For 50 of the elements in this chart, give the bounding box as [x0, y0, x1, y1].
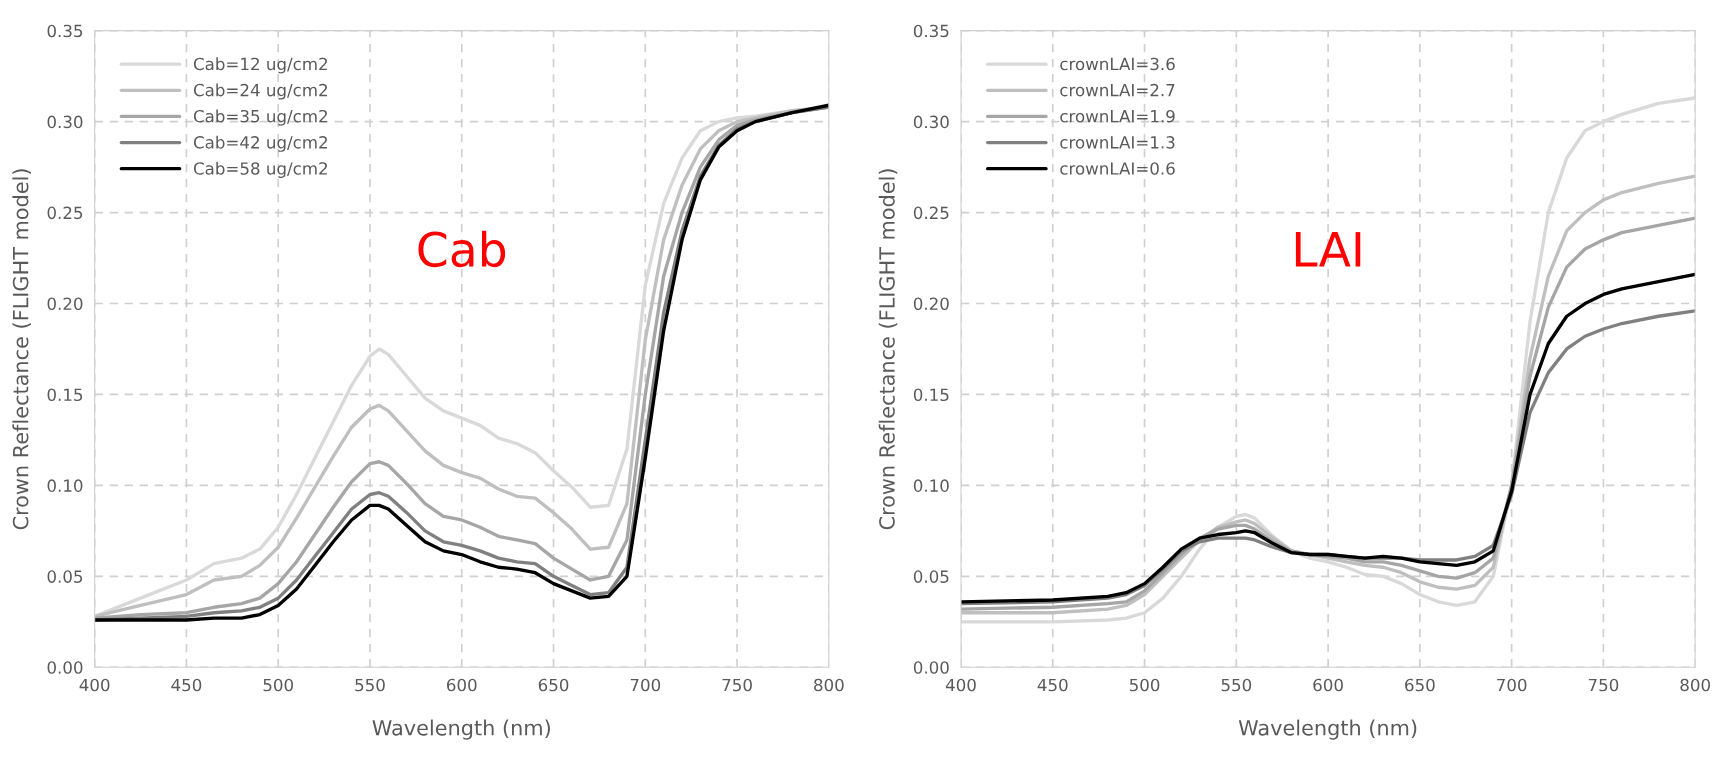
legend-label: crownLAI=1.9: [1060, 109, 1175, 123]
y-tick-label: 0.10: [913, 479, 949, 492]
x-tick-label: 600: [447, 678, 477, 692]
y-tick-label: 0.30: [47, 115, 83, 129]
x-tick-label: 700: [1497, 678, 1527, 692]
x-tick-label: 650: [538, 678, 569, 692]
x-tick-label: 600: [1313, 678, 1343, 692]
x-tick-label: 800: [814, 678, 844, 692]
x-tick-label: 750: [1588, 678, 1619, 692]
legend-label: crownLAI=3.6: [1060, 57, 1175, 71]
y-tick-label: 0.00: [913, 661, 949, 674]
y-tick-label: 0.05: [47, 570, 83, 583]
legend-label: crownLAI=0.6: [1060, 162, 1175, 175]
annotation: LAI: [1295, 232, 1361, 267]
x-tick-label: 650: [1405, 678, 1435, 692]
y-tick-label: 0.05: [913, 570, 949, 583]
x-tick-label: 700: [630, 678, 661, 692]
legend-label: Cab=58 ug/cm2: [193, 161, 327, 178]
x-tick-label: 750: [722, 678, 752, 692]
x-tick-label: 550: [355, 678, 385, 692]
y-tick-label: 0.35: [47, 24, 83, 38]
y-tick-label: 0.10: [47, 479, 83, 492]
legend-label: Cab=35 ug/cm2: [193, 109, 327, 126]
x-axis-title: Wavelength (nm): [1238, 719, 1417, 740]
x-axis-title: Wavelength (nm): [372, 719, 550, 740]
x-tick-label: 400: [945, 678, 976, 692]
legend-label: crownLAI=2.7: [1060, 83, 1175, 97]
x-tick-label: 450: [171, 678, 202, 692]
y-tick-label: 0.35: [913, 24, 949, 38]
x-tick-label: 450: [1037, 678, 1068, 692]
y-axis-title: Crown Reflectance (FLIGHT model): [12, 169, 31, 530]
y-tick-label: 0.15: [47, 388, 83, 402]
x-tick-label: 500: [263, 678, 293, 692]
x-tick-label: 550: [1221, 678, 1252, 692]
legend-label: Cab=12 ug/cm2: [193, 57, 327, 74]
y-tick-label: 0.25: [913, 206, 949, 220]
x-tick-label: 400: [79, 678, 110, 692]
y-tick-label: 0.00: [47, 661, 83, 674]
y-axis-title: Crown Reflectance (FLIGHT model): [878, 169, 898, 530]
y-tick-label: 0.15: [913, 388, 949, 402]
legend-label: crownLAI=1.3: [1060, 136, 1175, 149]
y-tick-label: 0.25: [47, 206, 83, 220]
y-tick-label: 0.20: [47, 297, 83, 311]
legend-label: Cab=42 ug/cm2: [193, 135, 327, 152]
annotation: Cab: [418, 230, 506, 268]
x-tick-label: 500: [1129, 678, 1160, 692]
y-tick-label: 0.20: [913, 297, 949, 311]
y-tick-label: 0.30: [913, 115, 949, 129]
legend-label: Cab=24 ug/cm2: [193, 83, 327, 100]
x-tick-label: 800: [1680, 678, 1710, 692]
